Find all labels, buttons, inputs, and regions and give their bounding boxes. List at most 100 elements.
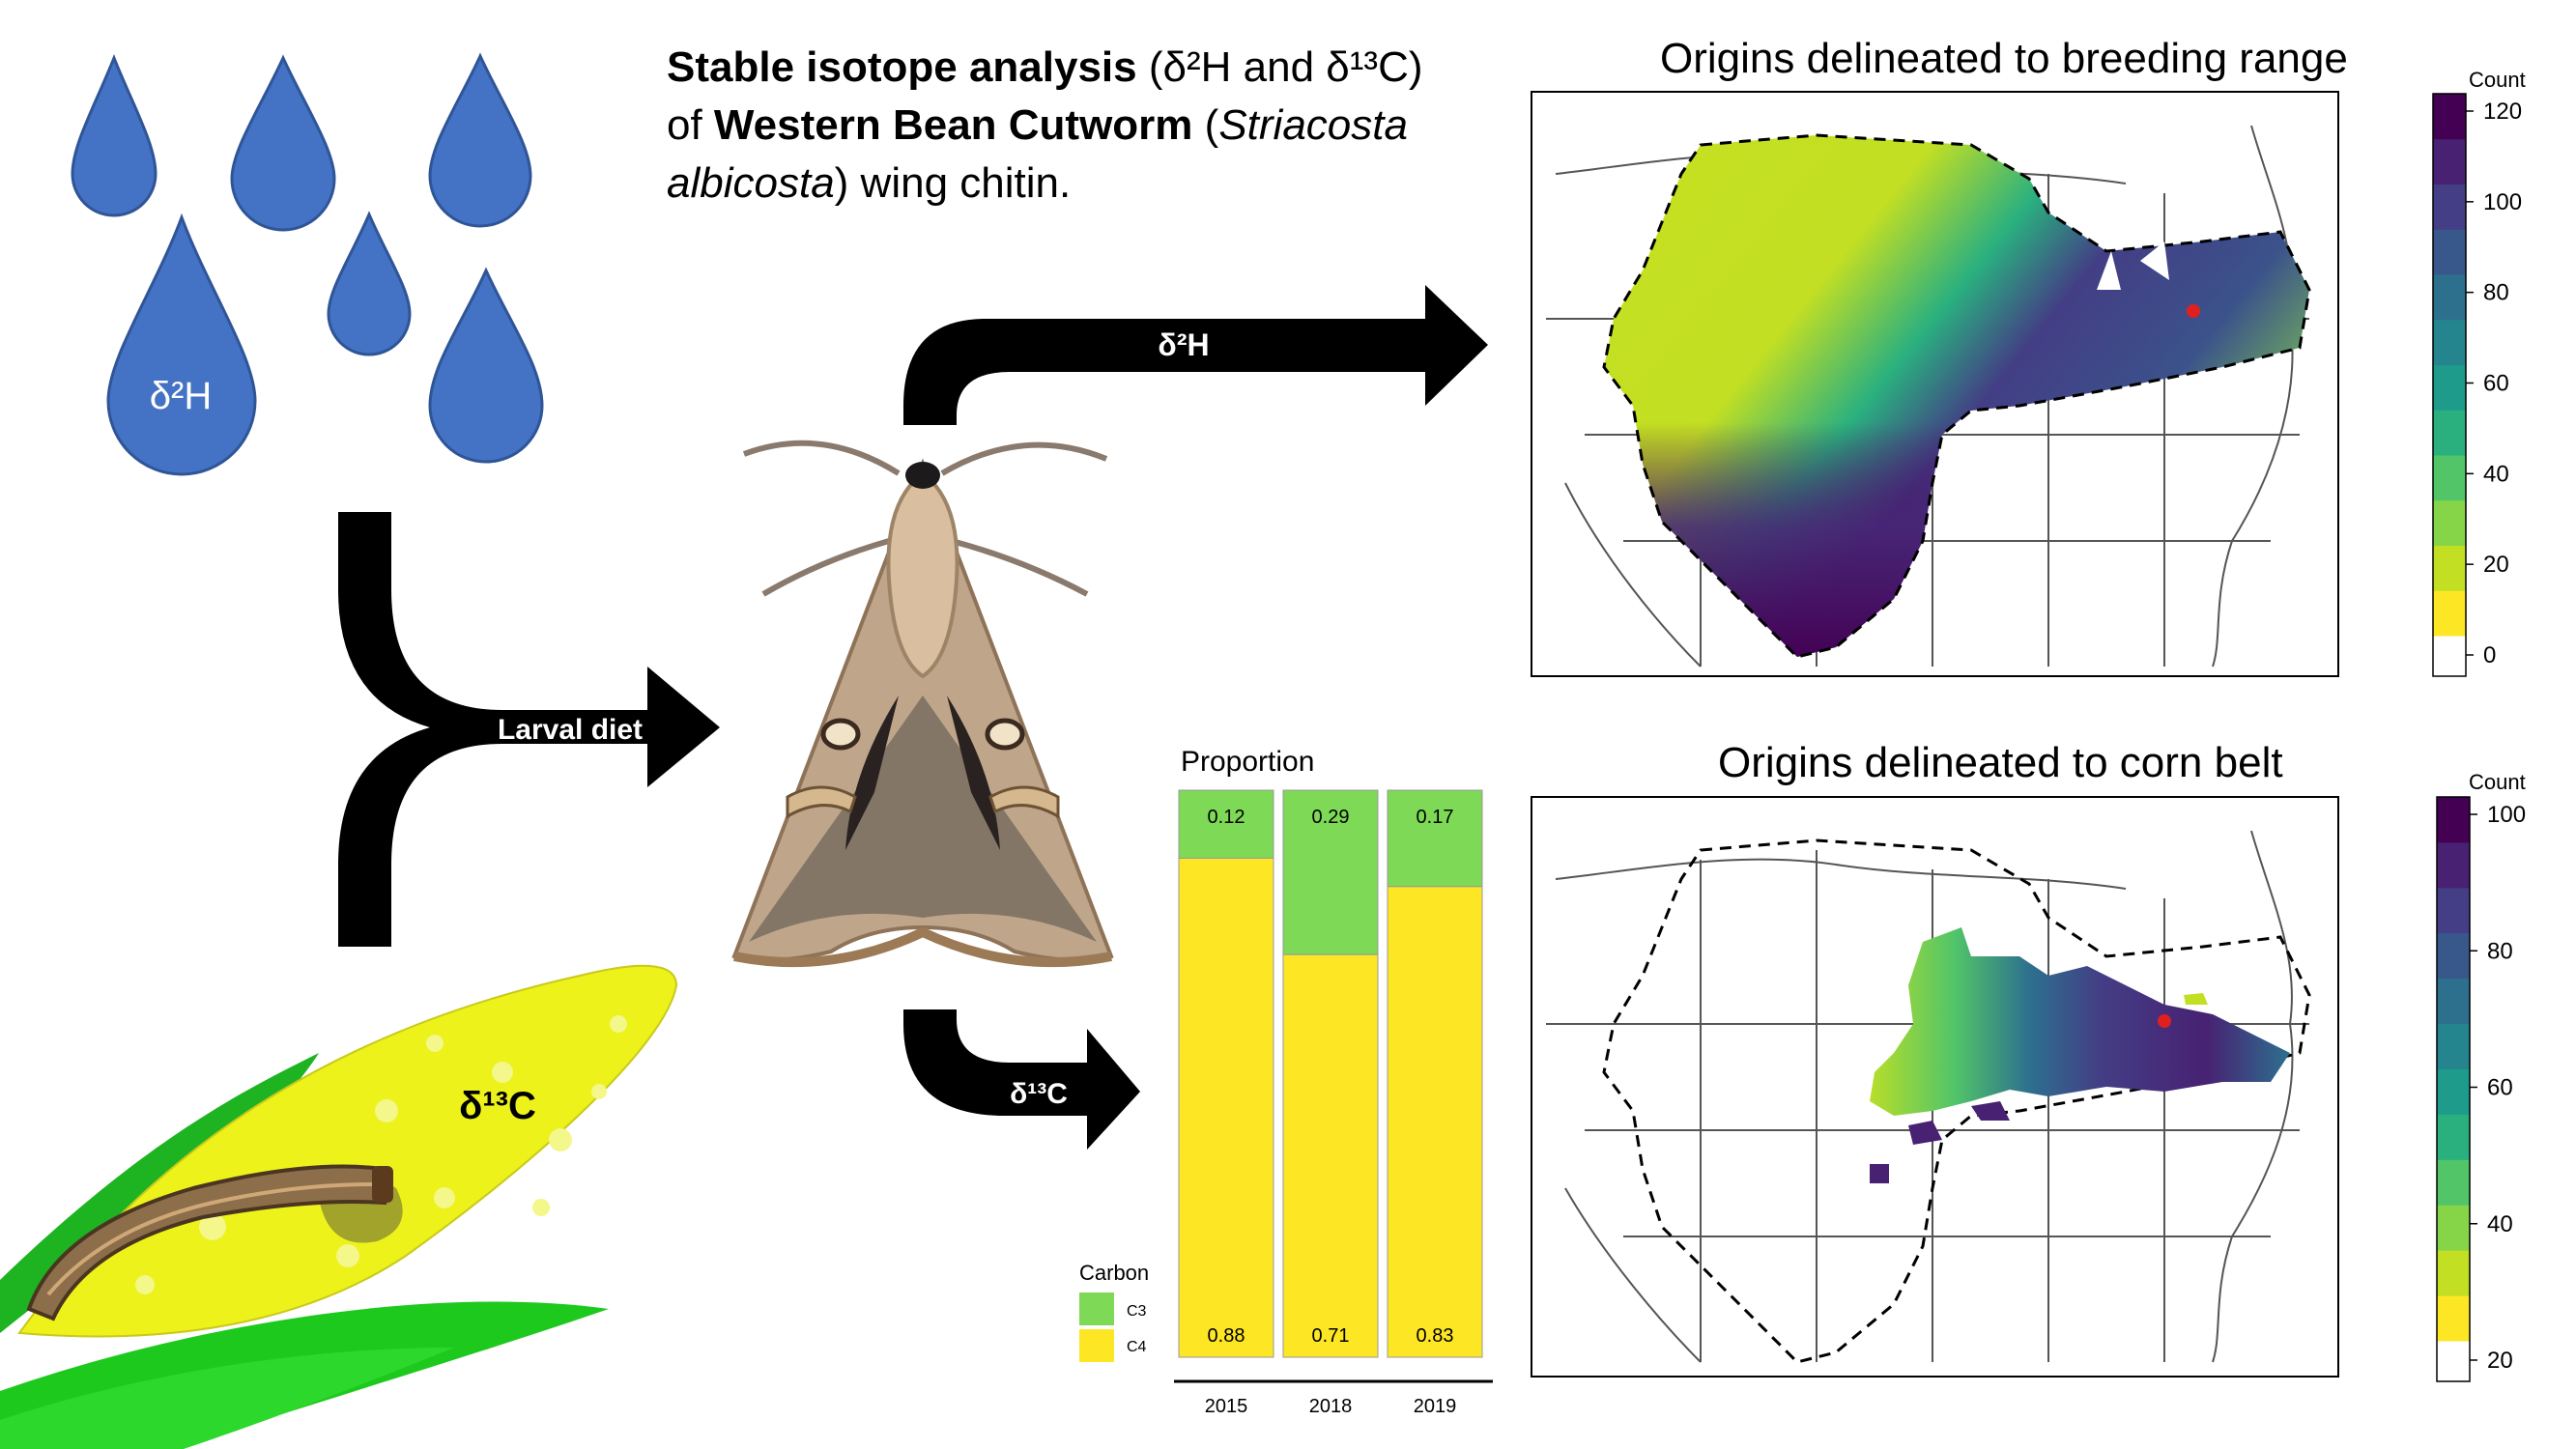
carbon-arrow: δ¹³C xyxy=(903,1009,1140,1150)
title-part-2: of xyxy=(667,101,714,149)
colorbar-tick-label: 60 xyxy=(2483,371,2509,397)
colorbar-segment xyxy=(2437,1295,2470,1342)
bar-c3-2015 xyxy=(1178,789,1274,859)
corn-cob xyxy=(17,964,678,1338)
title-bold-2: Western Bean Cutworm xyxy=(713,101,1193,149)
colorbar-segment xyxy=(2437,932,2470,980)
carbon-arrow-label: δ¹³C xyxy=(1010,1078,1068,1110)
map-legend-colorbar: 120 100 80 60 40 20 0 xyxy=(2432,93,2522,677)
colorbar-segment xyxy=(2437,1023,2470,1069)
legend-swatch-c4 xyxy=(1079,1329,1114,1362)
colorbar-tick-label: 80 xyxy=(2487,938,2513,964)
colorbar-segment xyxy=(2437,887,2470,934)
colorbar-segment xyxy=(2433,410,2466,456)
map2-legend-title: Count xyxy=(2469,770,2526,794)
sample-location-marker xyxy=(2187,304,2200,318)
colorbar-tick-label: 40 xyxy=(2483,461,2509,487)
colorbar-segment xyxy=(2433,545,2466,591)
colorbar-segment xyxy=(2437,841,2470,889)
corn-isotope-label: δ¹³C xyxy=(459,1085,536,1127)
map1-title: Origins delineated to breeding range xyxy=(1660,35,2348,82)
corn-kernels xyxy=(135,1015,627,1294)
larval-diet-arrow: Larval diet xyxy=(338,512,720,947)
colorbar-segment xyxy=(2433,499,2466,546)
colorbar-segment xyxy=(2437,1068,2470,1115)
colorbar-segment xyxy=(2433,229,2466,275)
hydrogen-arrow-label: δ²H xyxy=(1158,327,1209,362)
data-label-c3: 0.17 xyxy=(1417,807,1454,828)
colorbar-segment xyxy=(2433,94,2466,140)
legend-title: Carbon xyxy=(1079,1261,1149,1285)
data-label-c4: 0.71 xyxy=(1312,1325,1350,1347)
colorbar-segment xyxy=(2433,274,2466,321)
map2-title: Origins delineated to corn belt xyxy=(1718,739,2283,786)
colorbar-segment xyxy=(2437,1159,2470,1206)
map-breeding-range: 120 100 80 60 40 20 0 xyxy=(1531,91,2522,677)
water-drop-icon xyxy=(71,53,157,217)
colorbar-segment xyxy=(2437,978,2470,1025)
corn-illustration xyxy=(0,964,678,1449)
colorbar-frame xyxy=(2432,93,2467,677)
colorbar-segment xyxy=(2437,797,2470,843)
isotope-bar-chart: 0.12 0.88 2015 0.29 0.71 2018 0.17 0.83 2019 xyxy=(1174,789,1493,1417)
colorbar-tick-label: 20 xyxy=(2483,552,2509,578)
colorbar-segment xyxy=(2437,1250,2470,1296)
legend-swatch-c3 xyxy=(1079,1293,1114,1325)
water-drop-icon xyxy=(428,267,544,464)
title-part-3: ( xyxy=(1192,101,1219,149)
water-drop-icon xyxy=(428,52,532,228)
colorbar-tick-label: 120 xyxy=(2483,99,2522,125)
map-corn-belt: 100 80 60 40 20 xyxy=(1531,796,2526,1382)
bar-c4-2018 xyxy=(1282,953,1379,1358)
map1-legend-title: Count xyxy=(2469,68,2526,92)
map-boundaries xyxy=(1546,830,2309,1363)
colorbar-tick-label: 20 xyxy=(2487,1348,2513,1374)
colorbar-segment xyxy=(2433,364,2466,411)
x-tick-label: 2018 xyxy=(1309,1396,1353,1417)
bar-c3-2018 xyxy=(1282,789,1379,955)
colorbar-tick-label: 100 xyxy=(2487,802,2526,828)
colorbar-segment xyxy=(2433,184,2466,230)
title-italic-2: albicosta xyxy=(667,159,835,207)
bar-c4-2019 xyxy=(1387,886,1483,1358)
legend-label-c4: C4 xyxy=(1127,1339,1147,1355)
map-legend-colorbar: 100 80 60 40 20 xyxy=(2436,796,2526,1382)
colorbar-segment xyxy=(2433,319,2466,365)
title-italic-1: Striacosta xyxy=(1218,101,1408,149)
colorbar-tick-label: 80 xyxy=(2483,280,2509,306)
colorbar-tick-label: 40 xyxy=(2487,1211,2513,1237)
water-drop-icon xyxy=(230,54,336,232)
data-label-c4: 0.83 xyxy=(1417,1325,1454,1347)
hydrogen-arrow: δ²H xyxy=(903,285,1488,425)
title-part-4: ) wing chitin. xyxy=(834,159,1072,207)
larval-diet-label: Larval diet xyxy=(498,714,643,746)
moth-illustration xyxy=(731,440,1114,968)
data-label-c3: 0.29 xyxy=(1312,807,1350,828)
chart-title: Proportion xyxy=(1181,746,1314,778)
bar-c3-2019 xyxy=(1387,789,1483,888)
colorbar-tick-label: 60 xyxy=(2487,1075,2513,1101)
water-drop-icon xyxy=(327,211,412,356)
sample-location-marker xyxy=(2158,1014,2171,1028)
rain-isotope-label: δ²H xyxy=(150,375,212,417)
colorbar-segment xyxy=(2433,138,2466,185)
title-bold-1: Stable isotope analysis xyxy=(667,43,1137,91)
colorbar-tick-label: 0 xyxy=(2483,642,2496,668)
bar-c4-2015 xyxy=(1178,857,1274,1358)
breeding-range-outline xyxy=(1602,838,2311,1364)
colorbar-tick-label: 100 xyxy=(2483,189,2522,215)
colorbar-segment xyxy=(2433,590,2466,637)
legend-label-c3: C3 xyxy=(1127,1303,1147,1320)
x-tick-label: 2015 xyxy=(1205,1396,1248,1417)
colorbar-segment xyxy=(2437,1205,2470,1251)
water-drop-icon xyxy=(106,213,257,476)
breeding-range-outline xyxy=(1602,133,2311,659)
data-label-c3: 0.12 xyxy=(1208,807,1245,828)
data-label-c4: 0.88 xyxy=(1208,1325,1245,1347)
x-tick-label: 2019 xyxy=(1414,1396,1457,1417)
main-title: Stable isotope analysis (δ²H and δ¹³C) o… xyxy=(667,39,1469,213)
moth-body xyxy=(886,470,959,679)
water-drops xyxy=(71,52,544,476)
colorbar-segment xyxy=(2437,1114,2470,1160)
